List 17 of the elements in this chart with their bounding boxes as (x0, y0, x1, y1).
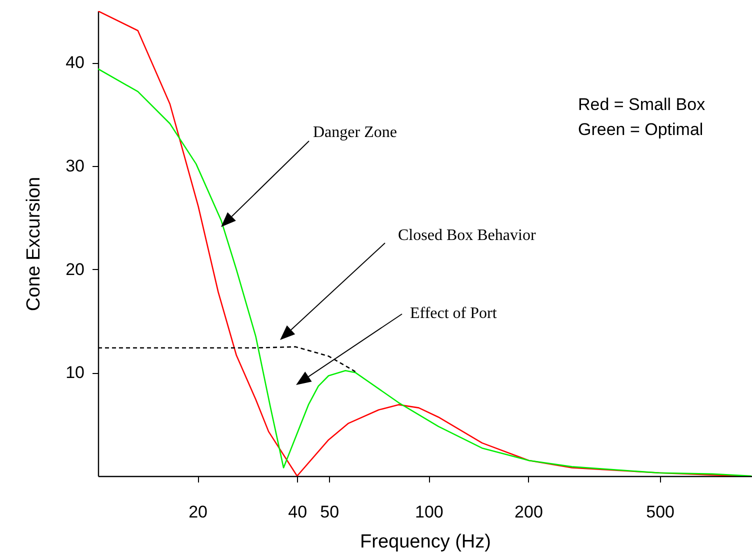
x-tick-label: 100 (414, 502, 444, 522)
y-tick-label: 30 (66, 156, 84, 176)
annotation: Red = Small Box (578, 95, 706, 114)
annotation: Danger Zone (313, 124, 397, 141)
annotation: Effect of Port (410, 305, 498, 322)
x-tick-label: 500 (646, 502, 675, 522)
x-axis-title: Frequency (Hz) (360, 532, 491, 552)
y-tick-label: 20 (66, 260, 84, 279)
annotation: Closed Box Behavior (398, 227, 536, 244)
y-axis-title: Cone Excursion (24, 176, 45, 312)
annotation: Green = Optimal (578, 120, 704, 139)
x-tick-label: 200 (514, 502, 543, 522)
y-tick-label: 10 (66, 363, 84, 382)
x-tick-label: 50 (320, 502, 340, 522)
y-tick-label: 40 (66, 53, 84, 72)
x-tick-label: 40 (288, 502, 308, 522)
x-tick-label: 20 (188, 502, 208, 522)
